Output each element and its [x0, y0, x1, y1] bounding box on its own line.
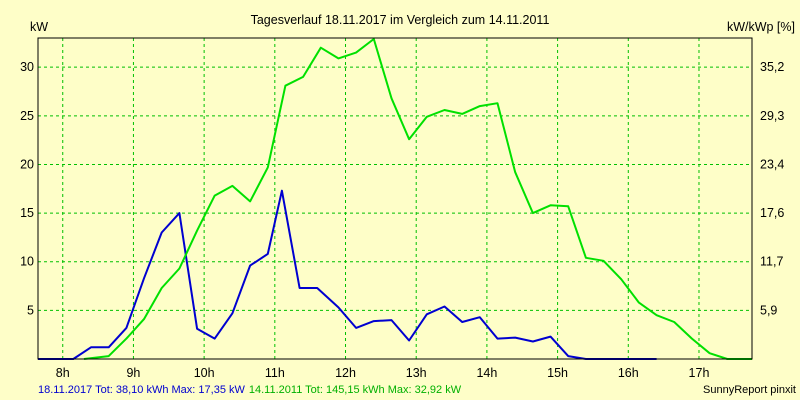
x-tick-label: 16h: [618, 366, 639, 380]
y-tick-left-label: 10: [20, 255, 34, 269]
x-tick-label: 14h: [476, 366, 497, 380]
credit-label: SunnyReport pinxit: [703, 384, 796, 396]
x-axis-ticks: 8h 9h 10h 11h 12h 13h 14h 15h 16h 17h: [56, 366, 710, 380]
series-line-1: [38, 189, 657, 360]
y-tick-left-label: 15: [20, 206, 34, 220]
series2-summary: 14.11.2011 Tot: 145,15 kWh Max: 32,92 kW: [249, 384, 462, 396]
footer-summary: 18.11.2017 Tot: 38,10 kWh Max: 17,35 kW 1…: [38, 384, 462, 396]
series-line-2: [83, 38, 752, 360]
y-tick-left-label: 25: [20, 109, 34, 123]
plot-frame: [37, 37, 753, 360]
y-tick-right-label: 11,7: [760, 255, 783, 269]
x-tick-label: 13h: [406, 366, 427, 380]
y-axis-left-unit: kW: [30, 20, 48, 34]
x-tick-label: 17h: [689, 366, 710, 380]
y-tick-right-label: 5,9: [760, 303, 777, 317]
y-axis-right-ticks: 5,9 11,7 17,6 23,4 29,3 35,2: [760, 60, 784, 317]
x-tick-label: 11h: [265, 366, 285, 380]
y-tick-left-label: 20: [20, 157, 34, 171]
y-tick-right-label: 29,3: [760, 109, 784, 123]
y-tick-right-label: 35,2: [760, 60, 784, 74]
x-tick-label: 8h: [56, 366, 70, 380]
chart-title: Tagesverlauf 18.11.2017 im Vergleich zum…: [251, 13, 550, 27]
grid: [38, 38, 752, 359]
y-axis-left-ticks: 5 10 15 20 25 30: [20, 60, 34, 317]
y-tick-right-label: 23,4: [760, 157, 784, 171]
x-tick-label: 10h: [194, 366, 215, 380]
y-axis-right-unit: kW/kWp [%]: [727, 20, 795, 34]
series-lines: [38, 38, 752, 360]
y-tick-left-label: 5: [27, 303, 34, 317]
series1-summary: 18.11.2017 Tot: 38,10 kWh Max: 17,35 kW: [38, 384, 245, 396]
x-tick-label: 15h: [547, 366, 568, 380]
x-tick-label: 9h: [126, 366, 140, 380]
x-tick-label: 12h: [335, 366, 356, 380]
y-tick-left-label: 30: [20, 60, 34, 74]
y-tick-right-label: 17,6: [760, 206, 784, 220]
